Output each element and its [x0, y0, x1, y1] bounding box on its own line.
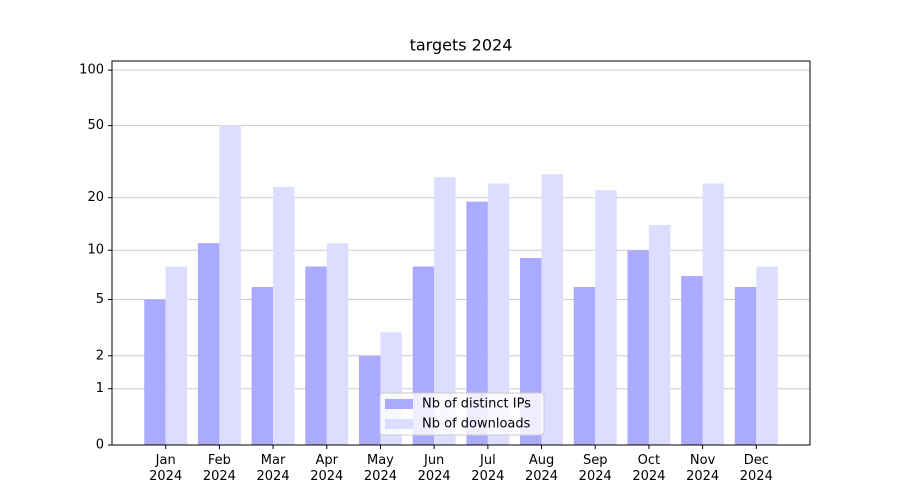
- bar: [487, 183, 510, 445]
- legend-swatch: [385, 419, 413, 429]
- legend-label: Nb of downloads: [422, 417, 531, 432]
- y-tick-label: 5: [96, 292, 104, 307]
- bar: [595, 190, 617, 445]
- bar: [326, 243, 349, 445]
- y-tick-label: 10: [87, 243, 104, 258]
- bar: [681, 276, 703, 445]
- bar: [305, 266, 327, 445]
- legend: Nb of distinct IPs Nb of downloads: [379, 392, 545, 436]
- legend-swatch: [385, 399, 413, 409]
- y-tick-label: 20: [87, 190, 104, 205]
- legend-box: [379, 392, 545, 436]
- y-tick-label: 100: [79, 63, 104, 78]
- bar: [541, 174, 564, 446]
- x-tick-label: Apr 2024: [310, 453, 344, 484]
- y-tick-label: 1: [96, 381, 104, 396]
- bar: [219, 125, 241, 445]
- bar: [627, 250, 649, 445]
- x-tick-label: Nov 2024: [686, 453, 720, 484]
- x-tick-label: Mar 2024: [256, 453, 290, 484]
- bar: [702, 183, 725, 445]
- x-tick-label: Aug 2024: [524, 453, 559, 484]
- bar: [273, 186, 295, 445]
- bar: [466, 201, 488, 445]
- x-tick-label: Feb 2024: [202, 453, 236, 484]
- x-tick-label: Jun 2024: [417, 453, 451, 484]
- x-tick-label: May 2024: [363, 453, 397, 484]
- y-tick-label: 2: [96, 348, 104, 363]
- plot-frame: [111, 60, 811, 446]
- x-tick-label: Sep 2024: [578, 453, 612, 484]
- x-tick-label: Dec 2024: [739, 453, 773, 484]
- bar: [251, 286, 274, 445]
- x-tick-label: Jul 2024: [471, 453, 505, 484]
- bar: [434, 177, 456, 446]
- legend-label: Nb of distinct IPs: [422, 397, 531, 412]
- bar: [573, 286, 596, 445]
- bar: [197, 243, 220, 445]
- y-tick-label: 50: [87, 118, 104, 133]
- bar: [734, 286, 757, 445]
- y-tick-label: 0: [96, 438, 104, 453]
- bar: [756, 266, 778, 445]
- x-tick-label: Oct 2024: [632, 453, 666, 484]
- bar: [358, 355, 381, 445]
- chart-title: targets 2024: [410, 36, 513, 55]
- bar: [648, 225, 671, 445]
- bar: [165, 266, 188, 445]
- x-tick-label: Jan 2024: [149, 453, 183, 484]
- bar: [144, 299, 166, 445]
